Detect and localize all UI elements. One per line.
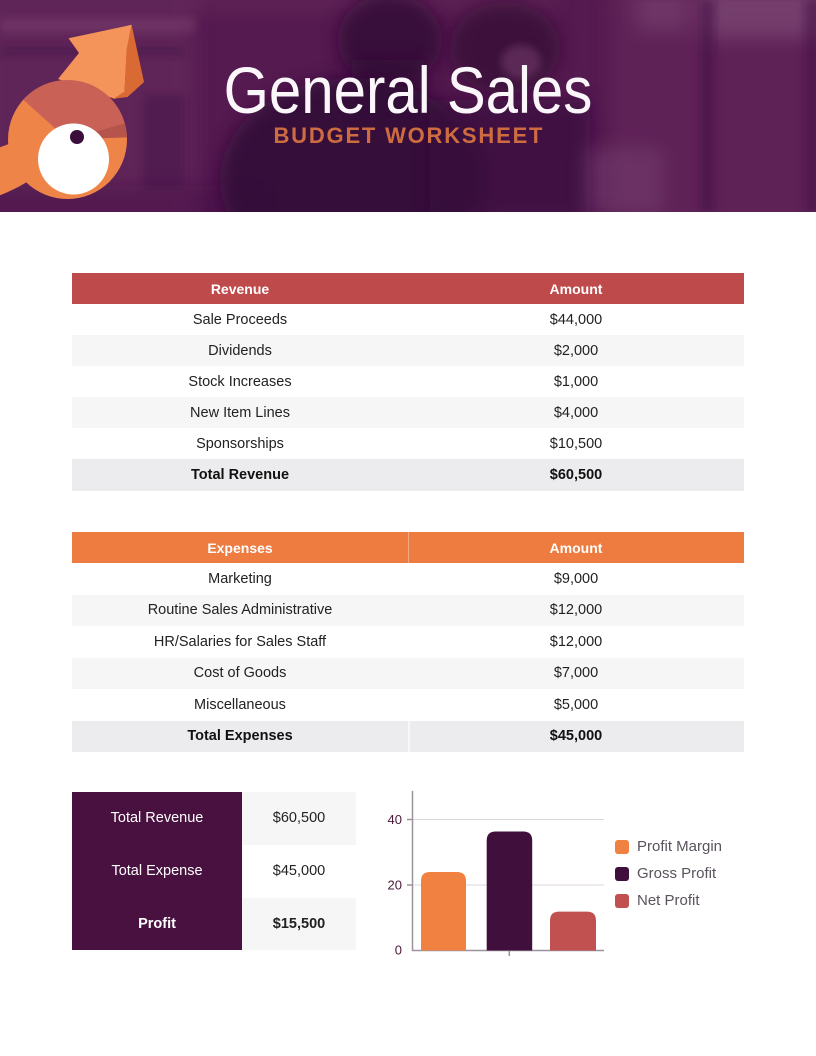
svg-text:40: 40 — [388, 812, 402, 827]
svg-text:0: 0 — [395, 943, 402, 958]
svg-text:20: 20 — [388, 878, 402, 893]
